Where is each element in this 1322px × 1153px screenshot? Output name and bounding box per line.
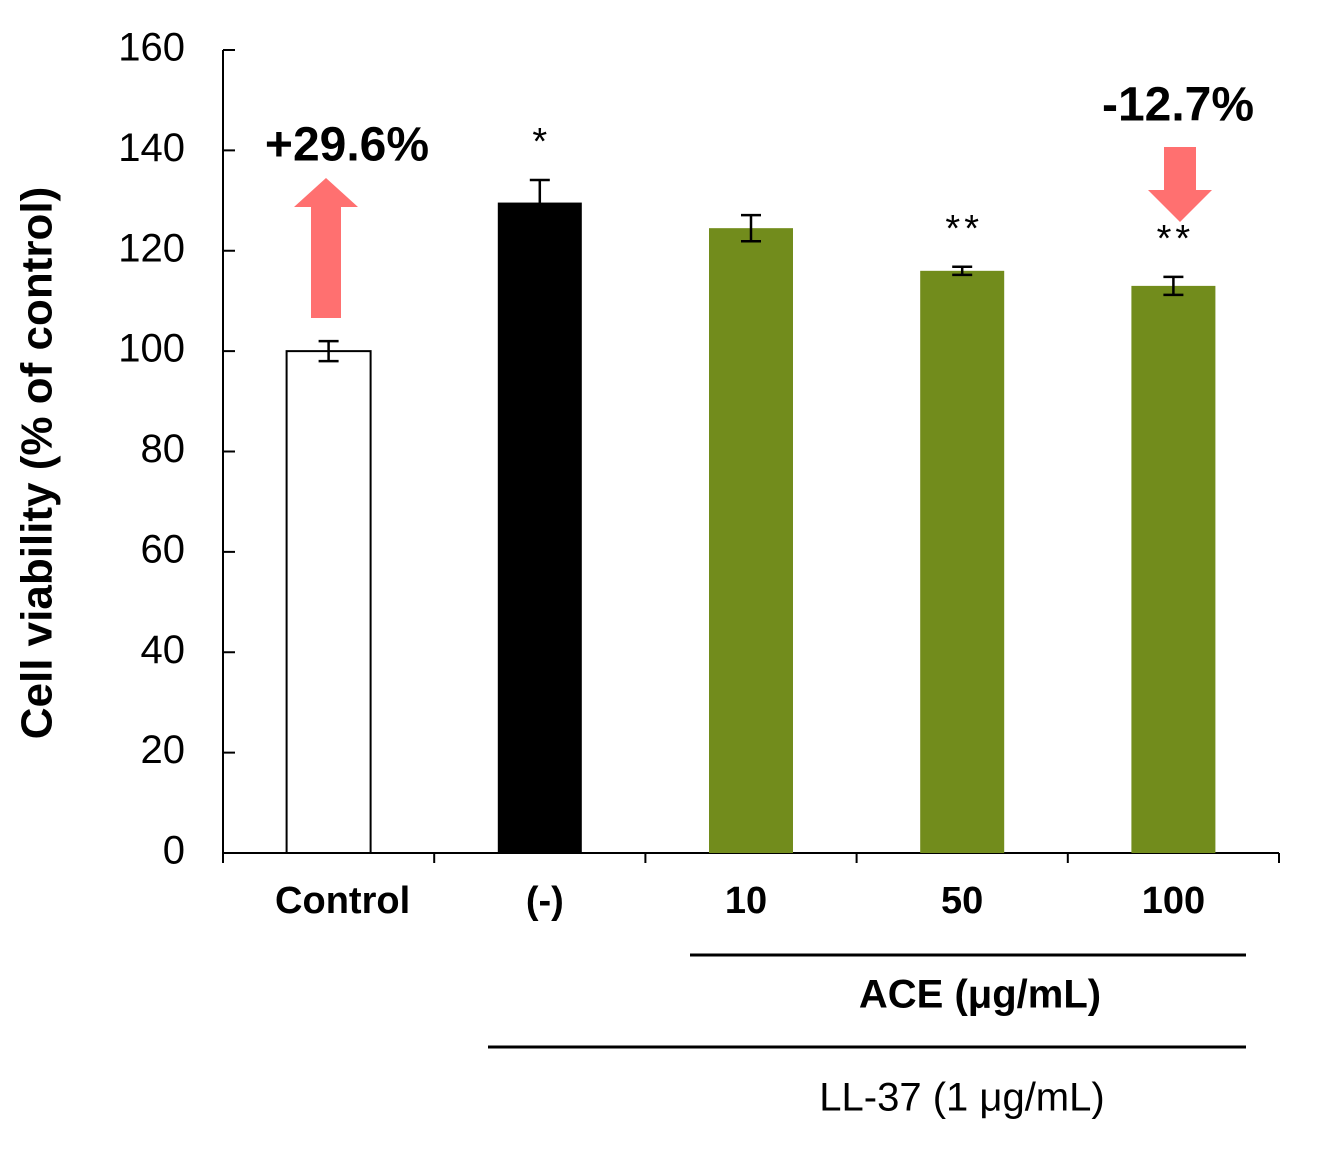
y-tick-label: 0 (163, 829, 185, 873)
x-tick-label: 100 (1142, 880, 1205, 922)
annotation: -12.7% (1102, 79, 1254, 132)
y-tick-label: 80 (141, 427, 186, 471)
error-bar (529, 178, 550, 227)
y-tick-label: 120 (118, 226, 185, 270)
bar (920, 270, 1005, 853)
error-bar (318, 339, 339, 363)
y-tick-label: 100 (118, 327, 185, 371)
annotation: +29.6% (265, 119, 429, 172)
error-bar (952, 265, 973, 277)
bar (1131, 285, 1216, 854)
x-tick-label: 10 (725, 880, 767, 922)
y-axis-label: Cell viability (% of control) (13, 187, 62, 740)
significance-label: ** (1157, 218, 1195, 260)
y-tick-label: 40 (141, 628, 186, 672)
error-bar (741, 213, 761, 243)
error-bar (1163, 275, 1184, 297)
x-tick-label: (-) (526, 880, 564, 922)
significance-label: ** (945, 208, 983, 250)
bar (497, 202, 582, 853)
bar (285, 350, 372, 854)
up-arrow (294, 178, 358, 318)
group-label: ACE (μg/mL) (859, 973, 1101, 1017)
bar (709, 228, 793, 853)
y-tick-label: 20 (141, 728, 186, 772)
y-tick-label: 160 (118, 26, 185, 70)
group-label: LL-37 (1 μg/mL) (819, 1076, 1104, 1120)
x-tick-label: Control (275, 880, 410, 922)
down-arrow (1148, 147, 1212, 222)
y-tick-label: 140 (118, 126, 185, 170)
x-tick-label: 50 (941, 880, 983, 922)
y-tick-label: 60 (141, 527, 186, 571)
significance-label: * (532, 121, 551, 163)
